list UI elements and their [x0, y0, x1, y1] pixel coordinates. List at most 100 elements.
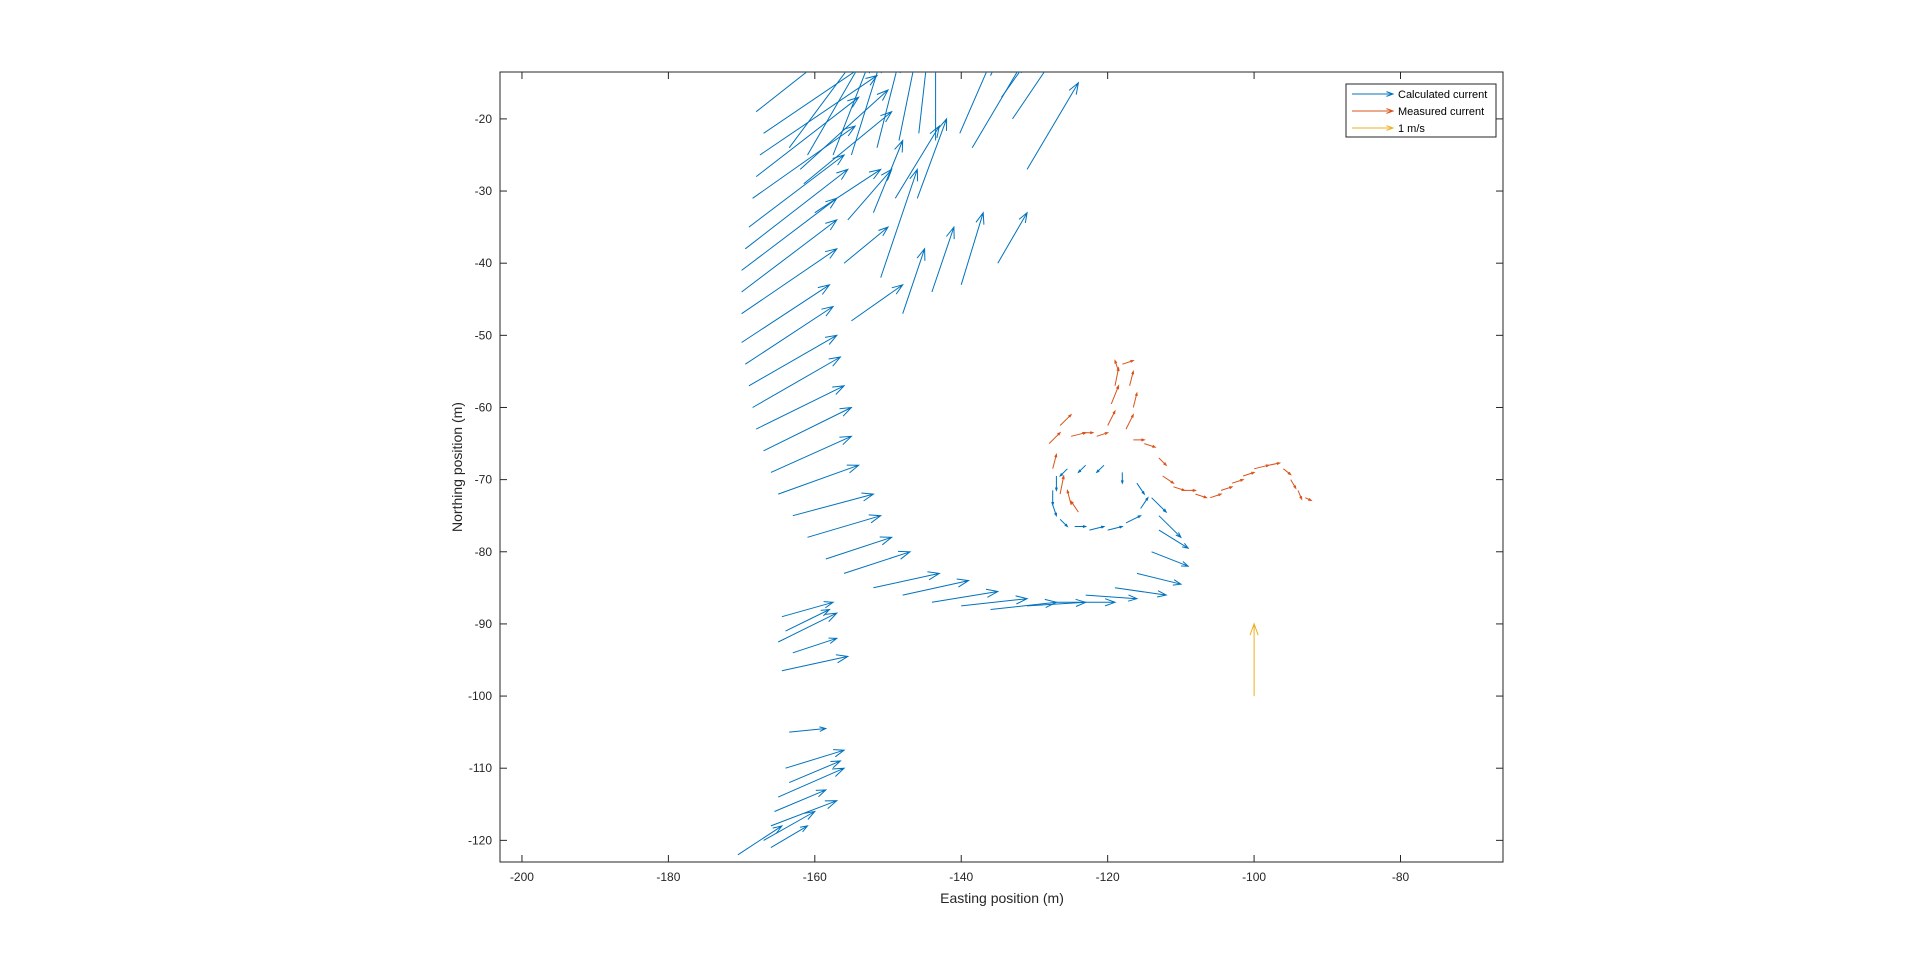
quiver-arrow: [1125, 515, 1142, 524]
quiver-arrow: [1158, 457, 1168, 467]
quiver-arrow: [1070, 500, 1079, 513]
quiver-arrow: [792, 492, 875, 517]
quiver-arrow: [876, 72, 901, 148]
series-2: [1249, 622, 1259, 697]
quiver-arrow: [1066, 488, 1072, 506]
y-tick-label: -30: [475, 184, 493, 198]
quiver-arrow: [1026, 81, 1080, 170]
quiver-arrow: [960, 211, 985, 285]
quiver-arrow: [1283, 468, 1292, 476]
quiver-arrow: [807, 514, 883, 538]
quiver-arrow: [737, 825, 784, 856]
quiver-arrow: [770, 800, 839, 827]
x-tick-label: -200: [510, 870, 534, 884]
quiver-arrow: [1082, 431, 1095, 435]
quiver-arrow: [1162, 475, 1175, 484]
quiver-arrow: [880, 168, 919, 278]
quiver-arrow: [759, 74, 879, 156]
quiver-arrow: [1136, 482, 1146, 496]
quiver-arrow: [1132, 391, 1138, 408]
quiver-arrow: [1085, 594, 1139, 602]
quiver-arrow: [1114, 587, 1168, 598]
quiver-arrow: [902, 578, 971, 596]
legend-entry-label: Calculated current: [1398, 89, 1487, 101]
y-tick-label: -110: [469, 761, 492, 775]
y-tick-label: -50: [475, 328, 493, 342]
quiver-arrow: [832, 72, 871, 156]
x-tick-label: -80: [1392, 870, 1410, 884]
quiver-arrow: [1158, 515, 1182, 539]
quiver-arrow: [752, 356, 842, 408]
quiver-arrow: [799, 89, 890, 170]
legend[interactable]: Calculated current Measured current 1 m/s: [1345, 83, 1497, 138]
x-tick-label: -160: [803, 870, 827, 884]
quiver-arrow: [1012, 72, 1045, 120]
legend-entry-label: Measured current: [1398, 106, 1484, 118]
quiver-arrow: [1140, 496, 1149, 509]
quiver-arrow: [843, 226, 890, 264]
quiver-arrow: [1268, 462, 1282, 466]
quiver-arrow: [755, 72, 808, 113]
quiver-arrow: [792, 637, 839, 654]
x-axis-label: Easting position (m): [940, 890, 1064, 906]
quiver-arrow: [1052, 504, 1057, 518]
quiver-arrow: [894, 124, 941, 199]
quiver-arrow: [1114, 359, 1120, 372]
quiver-arrow: [1122, 360, 1135, 365]
quiver-arrow: [1059, 474, 1065, 495]
quiver-arrow: [959, 72, 987, 134]
quiver-arrow: [1210, 493, 1223, 499]
tick-layer: -200 -180 -160 -140 -120 -100 -80 -20 -30 -40 -50 -…: [468, 72, 1503, 884]
quiver-arrow: [741, 219, 838, 293]
quiver-arrow: [774, 789, 828, 812]
quiver-arrow: [1054, 476, 1058, 492]
quiver-arrow: [931, 588, 1000, 603]
quiver-arrow: [997, 211, 1028, 264]
quiver-arrow: [770, 435, 853, 473]
quiver-arrow: [1242, 471, 1256, 477]
legend-swatch: [1352, 91, 1395, 97]
quiver-arrow: [902, 247, 926, 314]
quiver-arrow: [1096, 432, 1110, 437]
quiver-arrow: [755, 385, 846, 430]
y-tick-label: -20: [475, 112, 493, 126]
quiver-arrow: [1089, 525, 1106, 531]
legend-entry-label: 1 m/s: [1398, 123, 1425, 135]
quiver-arrow: [789, 726, 828, 733]
quiver-arrow: [778, 464, 861, 495]
quiver-arrow: [1133, 438, 1146, 442]
quiver-arrow: [748, 334, 839, 387]
quiver-arrow: [898, 72, 914, 141]
quiver-arrow: [847, 168, 893, 221]
quiver-arrow: [741, 197, 838, 271]
quiver-arrow: [918, 72, 927, 134]
y-tick-label: -100: [468, 689, 492, 703]
legend-swatch: [1352, 108, 1395, 114]
y-tick-label: -40: [475, 256, 493, 270]
quiver-arrow: [1110, 384, 1120, 405]
quiver-arrow: [1077, 464, 1087, 474]
legend-swatch: [1352, 125, 1395, 131]
quiver-arrow: [1158, 529, 1190, 549]
quiver-arrow: [1249, 622, 1259, 697]
quiver-arrow: [807, 72, 857, 156]
y-axis-label: Northing position (m): [449, 402, 465, 532]
quiver-arrow: [1297, 490, 1303, 501]
quiver-arrow: [777, 612, 839, 643]
quiver-arrow: [843, 550, 912, 574]
series-1: [1048, 359, 1313, 513]
quiver-arrow: [763, 810, 817, 841]
quiver-arrow: [1059, 468, 1068, 478]
quiver-arrow: [1059, 413, 1073, 426]
quiver-arrow: [755, 96, 860, 177]
quiver-arrow: [1120, 472, 1124, 485]
quiver-arrow: [1144, 443, 1157, 448]
quiver-arrow: [825, 536, 894, 560]
axes-box: [499, 71, 1504, 863]
quiver-arrow: [916, 117, 948, 199]
quiver-arrow: [741, 283, 831, 343]
quiver-arrow: [931, 225, 955, 293]
quiver-arrow: [1136, 572, 1183, 586]
quiver-arrow: [1056, 598, 1117, 607]
